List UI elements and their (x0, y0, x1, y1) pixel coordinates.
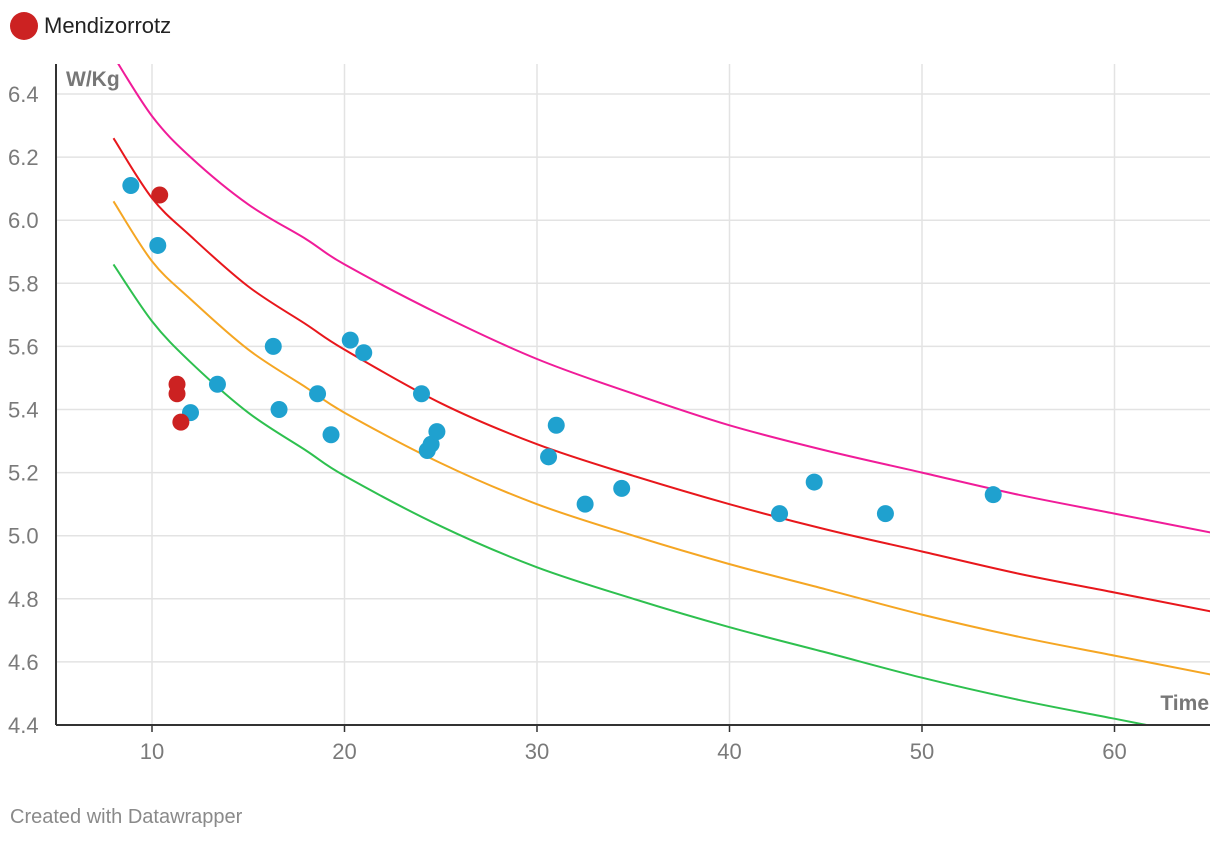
y-tick-label: 6.4 (8, 82, 39, 107)
point-mendizorrotz (151, 186, 169, 204)
point-other-climbs (341, 331, 359, 349)
x-axis-label: Time (1160, 692, 1209, 715)
y-tick-label: 5.8 (8, 271, 39, 296)
point-other-climbs (805, 473, 823, 491)
y-axis-label: W/Kg (66, 68, 120, 91)
x-axis: 10 20 30 40 50 60 (140, 725, 1127, 764)
point-other-climbs (771, 505, 789, 523)
x-tick-label: 20 (332, 739, 356, 764)
point-other-climbs (613, 479, 631, 497)
x-tick-label: 10 (140, 739, 164, 764)
curve-orange (112, 200, 1210, 676)
legend: Mendizorrotz (10, 12, 171, 40)
point-other-climbs (876, 505, 894, 523)
data-points (122, 176, 1002, 523)
point-other-climbs (576, 495, 594, 513)
point-mendizorrotz (172, 413, 190, 431)
footer-credit: Created with Datawrapper (10, 806, 243, 828)
point-other-climbs (422, 435, 440, 453)
point-other-climbs (208, 375, 226, 393)
point-other-climbs (413, 385, 430, 403)
x-tick-label: 50 (910, 739, 934, 764)
point-other-climbs (355, 344, 373, 362)
y-tick-label: 6.0 (8, 208, 39, 233)
y-tick-label: 5.2 (8, 461, 39, 486)
legend-label: Mendizorrotz (44, 13, 172, 38)
point-other-climbs (264, 337, 282, 355)
point-other-climbs (122, 176, 140, 194)
point-other-climbs (149, 236, 167, 254)
y-tick-label: 5.6 (8, 334, 39, 359)
curve-green (112, 263, 1152, 725)
point-other-climbs (984, 486, 1002, 504)
point-other-climbs (428, 423, 446, 441)
point-other-climbs (322, 426, 340, 444)
y-tick-label: 5.4 (8, 398, 39, 423)
x-tick-label: 30 (525, 739, 549, 764)
y-tick-label: 4.6 (8, 650, 39, 675)
axis-lines (55, 64, 1210, 726)
curve-red (112, 137, 1210, 613)
x-tick-label: 60 (1102, 739, 1126, 764)
y-tick-label: 6.2 (8, 145, 39, 170)
point-mendizorrotz (168, 385, 186, 403)
point-other-climbs (540, 448, 558, 466)
point-other-climbs (270, 401, 288, 418)
grid (56, 64, 1210, 725)
y-tick-label: 4.8 (8, 587, 39, 612)
legend-marker-icon (10, 12, 38, 40)
y-tick-label: 4.4 (8, 713, 39, 738)
x-tick-label: 40 (717, 739, 741, 764)
y-tick-label: 5.0 (8, 524, 39, 549)
reference-curves (112, 64, 1210, 725)
curve-pink (117, 64, 1210, 534)
point-other-climbs (309, 385, 327, 403)
point-other-climbs (547, 416, 565, 434)
y-axis: 4.4 4.6 4.8 5.0 5.2 5.4 5.6 5.8 6.0 6.2 6.4 (8, 82, 39, 738)
